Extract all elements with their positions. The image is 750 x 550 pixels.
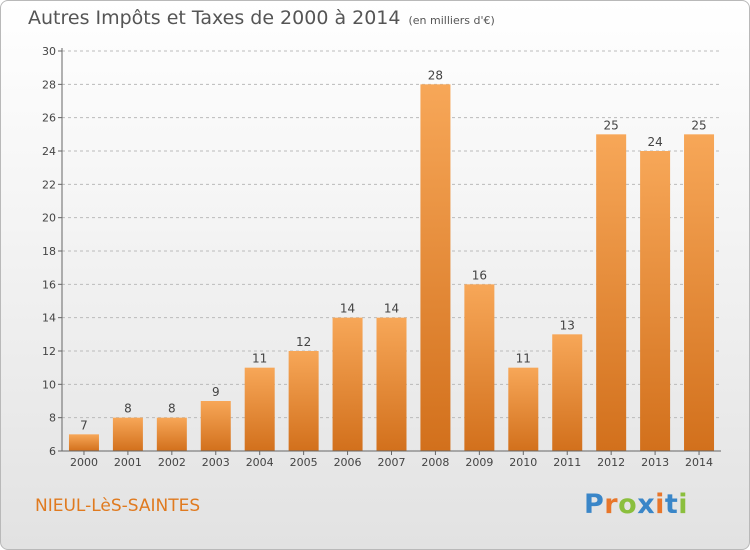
x-tick-label: 2003 bbox=[202, 456, 230, 469]
location-name: NIEUL-LèS-SAINTES bbox=[35, 496, 201, 516]
bar bbox=[376, 317, 407, 451]
data-label: 9 bbox=[212, 385, 220, 399]
data-label: 25 bbox=[604, 118, 619, 132]
bar bbox=[684, 134, 715, 452]
x-tick-label: 2008 bbox=[421, 456, 449, 469]
y-tick-label: 26 bbox=[42, 112, 56, 125]
y-tick-label: 18 bbox=[42, 245, 56, 258]
logo-letter: i bbox=[655, 489, 665, 520]
data-label: 11 bbox=[252, 352, 267, 366]
bar bbox=[552, 334, 583, 451]
bar bbox=[112, 417, 143, 451]
data-label: 25 bbox=[691, 118, 706, 132]
x-tick-label: 2002 bbox=[158, 456, 186, 469]
y-tick-label: 24 bbox=[42, 145, 56, 158]
data-label: 16 bbox=[472, 268, 487, 282]
logo-letter: x bbox=[637, 489, 656, 520]
data-label: 12 bbox=[296, 335, 311, 349]
bar bbox=[288, 351, 319, 451]
data-label: 8 bbox=[124, 402, 132, 416]
x-tick-label: 2012 bbox=[597, 456, 625, 469]
x-tick-label: 2001 bbox=[114, 456, 142, 469]
bar bbox=[156, 417, 187, 451]
y-tick-label: 22 bbox=[42, 178, 56, 191]
bar bbox=[508, 367, 539, 451]
data-label: 7 bbox=[80, 418, 88, 432]
bar bbox=[332, 317, 363, 451]
x-tick-label: 2011 bbox=[553, 456, 581, 469]
labels: 6 8 10 12 14 16 18 20 22 24 26 28 30 7 2000 8 2001 8 2002 9… bbox=[42, 45, 713, 469]
y-tick-label: 14 bbox=[42, 312, 56, 325]
bar bbox=[200, 401, 231, 451]
proxiti-logo: Proxiti bbox=[584, 489, 688, 520]
bar bbox=[420, 84, 451, 451]
data-label: 24 bbox=[647, 135, 662, 149]
bar bbox=[464, 284, 495, 451]
data-label: 14 bbox=[384, 302, 399, 316]
x-tick-label: 2007 bbox=[378, 456, 406, 469]
bar bbox=[68, 434, 99, 451]
x-tick-label: 2005 bbox=[290, 456, 318, 469]
bar bbox=[640, 151, 671, 451]
title-text: Autres Impôts et Taxes de 2000 à 2014 bbox=[28, 7, 401, 29]
logo-letter: i bbox=[678, 489, 689, 520]
unit-subtitle: (en milliers d'€) bbox=[408, 14, 495, 27]
bar bbox=[244, 367, 275, 451]
bars bbox=[68, 84, 715, 452]
y-tick-label: 10 bbox=[42, 378, 56, 391]
data-label: 11 bbox=[516, 352, 531, 366]
x-tick-label: 2004 bbox=[246, 456, 274, 469]
x-tick-label: 2013 bbox=[641, 456, 669, 469]
y-tick-label: 30 bbox=[42, 45, 56, 58]
logo-letter: o bbox=[618, 489, 638, 520]
y-tick-label: 6 bbox=[49, 445, 56, 458]
logo-letter: P bbox=[584, 489, 605, 520]
y-tick-label: 12 bbox=[42, 345, 56, 358]
axes bbox=[58, 48, 721, 455]
y-tick-label: 16 bbox=[42, 278, 56, 291]
y-tick-label: 20 bbox=[42, 212, 56, 225]
x-tick-label: 2014 bbox=[685, 456, 713, 469]
x-tick-label: 2010 bbox=[509, 456, 537, 469]
data-label: 28 bbox=[428, 68, 443, 82]
chart-title: Autres Impôts et Taxes de 2000 à 2014 (en… bbox=[28, 7, 495, 29]
x-tick-label: 2000 bbox=[70, 456, 98, 469]
data-label: 14 bbox=[340, 302, 355, 316]
x-tick-label: 2009 bbox=[465, 456, 493, 469]
logo-letter: t bbox=[664, 489, 679, 520]
bar bbox=[596, 134, 627, 452]
data-label: 13 bbox=[560, 318, 575, 332]
y-tick-label: 8 bbox=[49, 412, 56, 425]
data-label: 8 bbox=[168, 402, 176, 416]
logo-letter: r bbox=[604, 489, 619, 520]
x-tick-label: 2006 bbox=[334, 456, 362, 469]
y-tick-label: 28 bbox=[42, 78, 56, 91]
